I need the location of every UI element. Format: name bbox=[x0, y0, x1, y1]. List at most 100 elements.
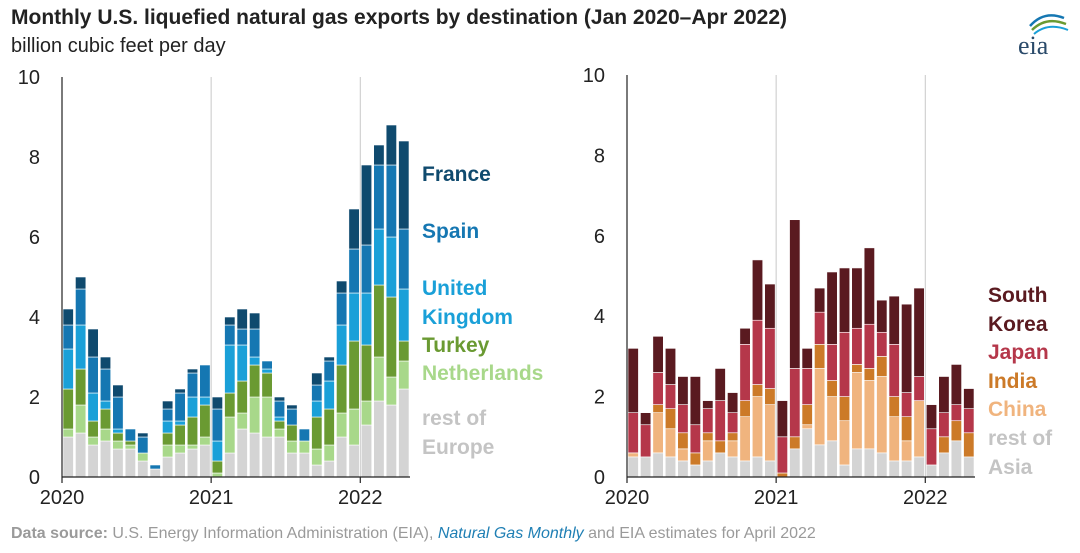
bar-segment bbox=[627, 452, 639, 458]
y-tick-label: 4 bbox=[29, 307, 40, 329]
bar-segment bbox=[876, 356, 888, 377]
bar-segment bbox=[963, 432, 975, 458]
bar-segment bbox=[99, 440, 112, 478]
bar-segment bbox=[801, 348, 813, 369]
bar-segment bbox=[224, 452, 236, 478]
bar-segment bbox=[664, 408, 677, 430]
bar-segment bbox=[801, 404, 813, 426]
bar-segment bbox=[751, 384, 764, 397]
bar-segment bbox=[348, 408, 360, 446]
bar-segment bbox=[627, 456, 639, 478]
bar-segment bbox=[727, 432, 739, 442]
bar-segment bbox=[62, 428, 74, 438]
bar-segment bbox=[186, 372, 199, 398]
bar-segment bbox=[224, 392, 236, 418]
bar-segment bbox=[826, 440, 838, 478]
chart-area: 0 2 4 6 8 10 2020 2021 2022 France Spain United King… bbox=[18, 65, 1053, 509]
bar-segment bbox=[273, 396, 286, 402]
bar-segment bbox=[199, 404, 211, 438]
bar-segment bbox=[938, 452, 950, 478]
bar-segment bbox=[286, 424, 298, 442]
bar-segment bbox=[714, 400, 726, 442]
bar-segment bbox=[311, 400, 323, 418]
bar-segment bbox=[186, 444, 199, 450]
bar-segment bbox=[162, 420, 174, 434]
bar-segment bbox=[336, 364, 348, 414]
bar-segment bbox=[373, 400, 385, 478]
bar-segment bbox=[664, 384, 677, 409]
bar-segment bbox=[776, 400, 788, 438]
bar-segment bbox=[751, 456, 764, 478]
bar-segment bbox=[826, 396, 838, 442]
bar-segment bbox=[186, 448, 199, 478]
bar-segment bbox=[99, 368, 112, 402]
bar-segment bbox=[112, 440, 124, 450]
bar-segment bbox=[261, 372, 273, 398]
bar-segment bbox=[75, 432, 87, 478]
bar-segment bbox=[336, 436, 348, 478]
y-tick-label: 8 bbox=[594, 145, 605, 167]
bar-segment bbox=[727, 456, 739, 478]
bar-segment bbox=[360, 164, 373, 246]
bar-segment bbox=[112, 448, 124, 478]
bar-segment bbox=[801, 424, 813, 430]
bar-segment bbox=[652, 452, 664, 478]
bar-segment bbox=[826, 380, 838, 397]
bar-segment bbox=[162, 456, 174, 478]
x-tick-label: 2022 bbox=[338, 487, 383, 509]
legend-label: South bbox=[988, 284, 1047, 307]
bar-segment bbox=[801, 368, 813, 405]
bar-segment bbox=[664, 456, 677, 478]
bar-segment bbox=[901, 303, 913, 393]
bar-segment bbox=[323, 380, 335, 410]
bar-segment bbox=[162, 432, 174, 446]
bar-segment bbox=[199, 396, 211, 406]
bar-segment bbox=[702, 400, 714, 409]
bar-segment bbox=[826, 344, 838, 381]
chart-title: Monthly U.S. liquefied natural gas expor… bbox=[11, 6, 788, 29]
bar-segment bbox=[87, 444, 99, 478]
bar-segment bbox=[336, 324, 348, 366]
bar-segment bbox=[385, 296, 397, 378]
bar-segment bbox=[851, 327, 863, 365]
bar-segment bbox=[385, 376, 397, 406]
bar-segment bbox=[398, 340, 410, 362]
bar-segment bbox=[963, 456, 975, 478]
bar-segment bbox=[938, 376, 950, 413]
x-tick-label: 2020 bbox=[40, 487, 85, 509]
bar-segment bbox=[640, 412, 652, 426]
bar-segment bbox=[950, 420, 962, 442]
legend-label: China bbox=[988, 398, 1047, 421]
x-tick-label: 2020 bbox=[605, 487, 650, 509]
bar-segment bbox=[764, 460, 776, 478]
bar-segment bbox=[273, 436, 286, 478]
bar-segment bbox=[174, 392, 186, 422]
bar-segment bbox=[112, 428, 124, 434]
bar-segment bbox=[199, 444, 211, 478]
bar-segment bbox=[373, 228, 385, 286]
bar-segment bbox=[323, 356, 335, 362]
y-tick-label: 2 bbox=[594, 387, 605, 409]
bar-segment bbox=[336, 412, 348, 438]
bar-segment bbox=[789, 436, 801, 450]
y-tick-label: 6 bbox=[29, 227, 40, 249]
bar-segment bbox=[950, 364, 962, 405]
bar-segment bbox=[137, 432, 149, 438]
y-tick-label: 8 bbox=[29, 147, 40, 169]
bar-segment bbox=[677, 432, 689, 450]
bar-segment bbox=[137, 452, 149, 462]
bar-segment bbox=[137, 436, 149, 454]
bar-segment bbox=[838, 267, 851, 333]
bar-segment bbox=[938, 412, 950, 438]
bar-segment bbox=[373, 356, 385, 402]
bar-segment bbox=[75, 368, 87, 406]
bar-segment bbox=[838, 420, 851, 466]
bar-segment bbox=[677, 376, 689, 405]
bar-segment bbox=[950, 404, 962, 422]
bar-segment bbox=[702, 408, 714, 434]
source-publication[interactable]: Natural Gas Monthly bbox=[437, 525, 584, 542]
bar-segment bbox=[174, 420, 186, 426]
bar-segment bbox=[863, 247, 875, 325]
x-tick-label: 2022 bbox=[903, 487, 948, 509]
bar-segment bbox=[87, 420, 99, 438]
